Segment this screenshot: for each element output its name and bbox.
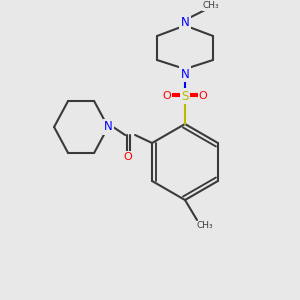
Text: S: S — [181, 89, 189, 103]
Text: CH₃: CH₃ — [203, 2, 219, 10]
Text: N: N — [104, 121, 112, 134]
Text: O: O — [124, 152, 133, 162]
Text: O: O — [199, 91, 207, 101]
Text: N: N — [181, 68, 189, 80]
Text: O: O — [163, 91, 171, 101]
Text: CH₃: CH₃ — [197, 221, 213, 230]
Text: N: N — [181, 16, 189, 28]
